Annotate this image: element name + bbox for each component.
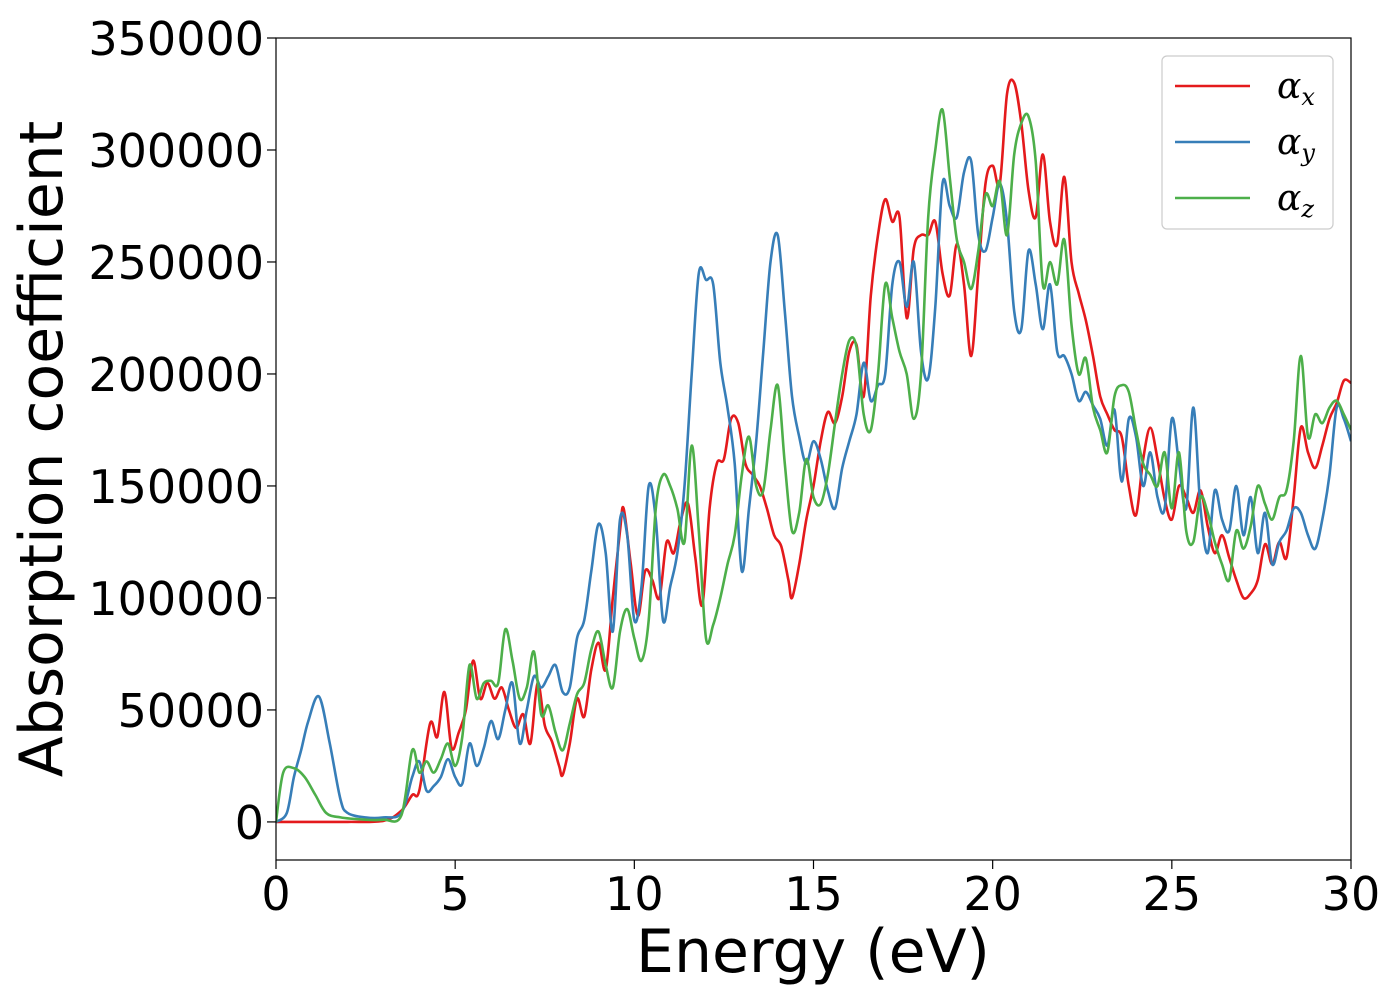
y-tick-label: 300000 [88,124,264,178]
legend-symbol: α [1277,178,1301,219]
legend-label-y: αy [1277,122,1315,167]
y-tick-label: 0 [235,796,264,850]
series-line-y [276,155,1351,824]
x-tick-label: 10 [605,867,664,921]
x-tick-label: 15 [784,867,843,921]
legend-symbol: α [1277,122,1301,163]
legend-subscript: x [1301,83,1315,111]
series-line-x [276,78,1351,824]
x-axis-title: Energy (eV) [636,917,990,987]
legend-subscript: z [1300,195,1314,223]
y-tick-label: 50000 [118,684,264,738]
x-tick-label: 0 [261,867,290,921]
x-tick-label: 20 [963,867,1022,921]
y-tick-label: 100000 [88,572,264,626]
series-layer [276,78,1351,824]
legend-subscript: y [1300,139,1315,167]
y-axis: 0 50000 100000 150000 200000 250000 300000 3500… [88,12,276,850]
y-tick-label: 250000 [88,236,264,290]
x-tick-label: 5 [441,867,470,921]
x-tick-label: 25 [1143,867,1202,921]
y-tick-label: 150000 [88,460,264,514]
legend-label-z: αz [1277,178,1314,223]
y-tick-label: 200000 [88,348,264,402]
y-tick-label: 350000 [88,12,264,66]
y-axis-title: Absorption coefficient [7,121,77,778]
series-line-z [276,108,1351,823]
legend-label-x: αx [1277,66,1315,111]
x-tick-label: 30 [1322,867,1381,921]
legend-symbol: α [1277,66,1301,107]
x-axis: 0 5 10 15 20 25 30 [261,860,1380,921]
